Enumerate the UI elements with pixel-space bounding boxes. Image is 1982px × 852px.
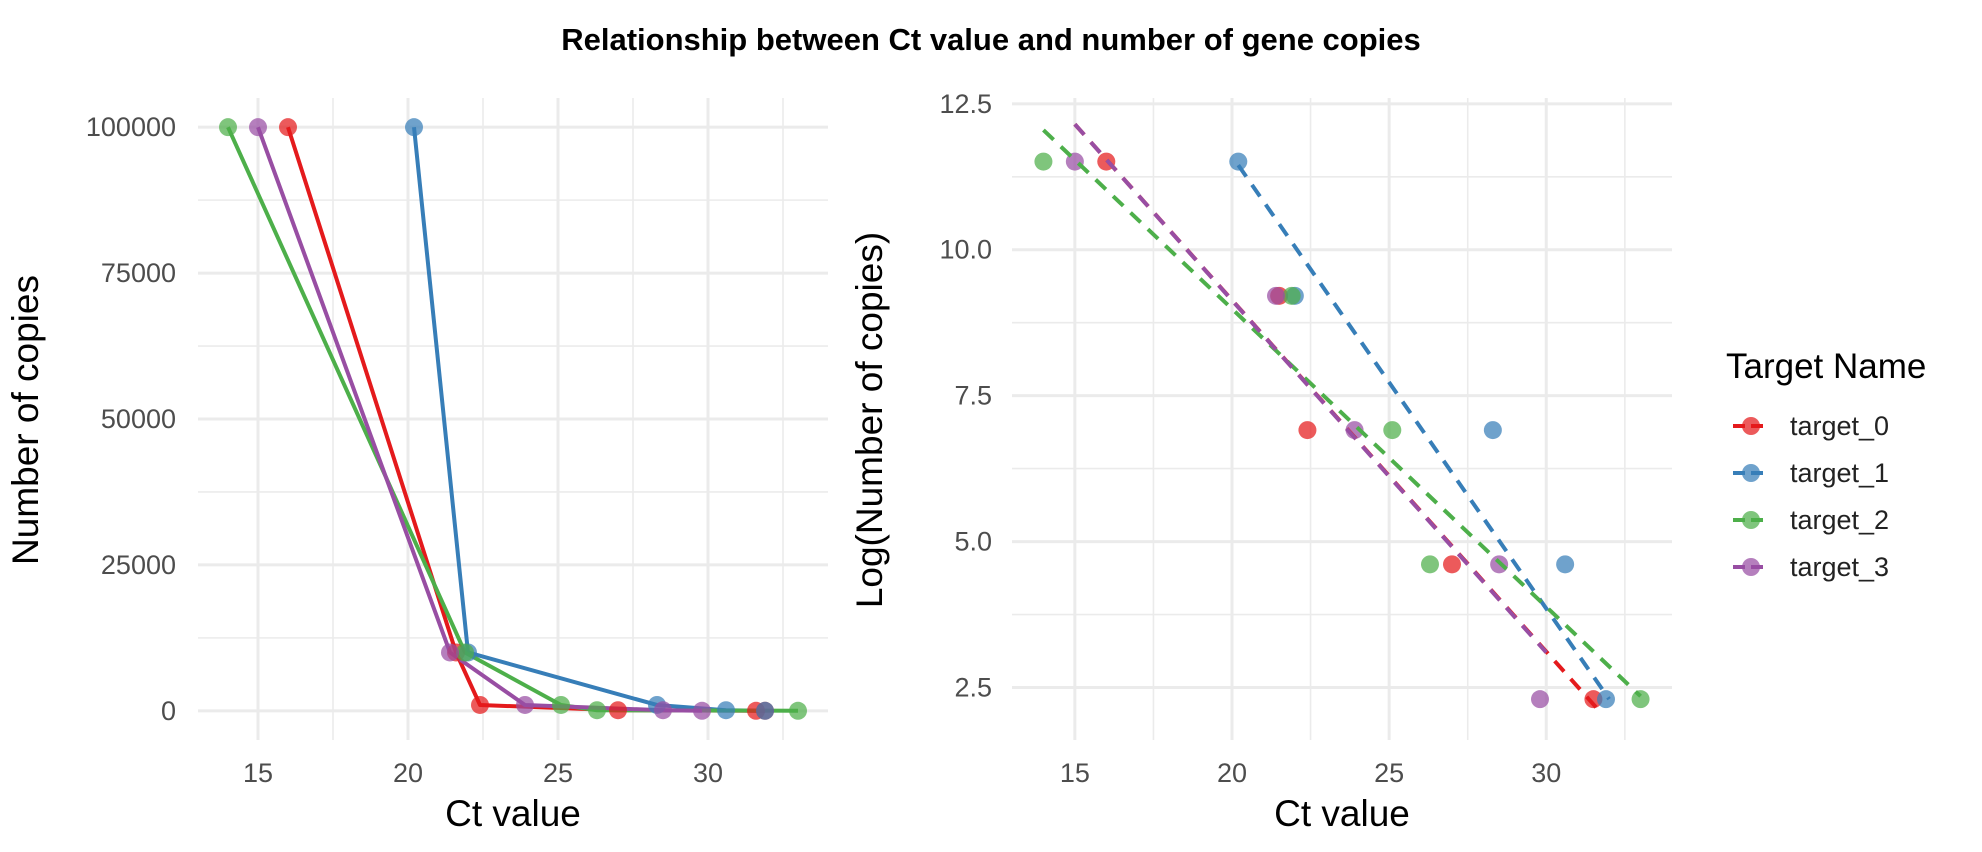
x-tick-label: 30: [693, 758, 723, 788]
right-panel-log-vs-ct: 15 20 25 30 2.5 5.0 7.5 10.0 12.5 Ct value Log(Num…: [849, 89, 1672, 834]
point-target_2: [456, 643, 474, 662]
point-target_0: [1298, 421, 1317, 440]
legend-key-point-target_3: [1742, 558, 1760, 576]
point-target_2: [789, 701, 807, 720]
point-target_2: [1631, 690, 1650, 709]
legend-title: Target Name: [1726, 347, 1926, 386]
y-axis-title: Number of copies: [5, 275, 46, 565]
legend-label-target_3: target_3: [1790, 552, 1889, 582]
point-target_1: [756, 701, 774, 720]
legend-label-target_2: target_2: [1790, 505, 1889, 535]
point-target_2: [219, 118, 237, 137]
y-tick-label: 100000: [86, 112, 176, 142]
legend-key-point-target_0: [1742, 417, 1760, 435]
y-tick-label: 25000: [101, 550, 176, 580]
legend: Target Name target_0 target_1 target_2targe…: [1726, 347, 1926, 582]
y-tick-label: 12.5: [939, 89, 992, 119]
point-target_1: [1597, 690, 1615, 709]
fit-line-target_1: [1236, 163, 1611, 701]
point-target_3: [1531, 690, 1549, 709]
point-target_2: [1383, 421, 1402, 440]
left-panel-count-vs-ct: 15 20 25 30 0 25000 50000 75000 100000 Ct value Nu…: [5, 98, 828, 834]
x-axis-title: Ct value: [1274, 793, 1410, 834]
point-target_2: [1282, 286, 1301, 305]
legend-label-target_1: target_1: [1790, 458, 1889, 488]
point-target_3: [693, 701, 711, 720]
fit-line-target_3: [1073, 122, 1548, 654]
fit-line-target_2: [1042, 128, 1642, 698]
x-tick-label: 15: [1060, 758, 1090, 788]
y-tick-label: 5.0: [954, 527, 992, 557]
y-tick-label: 2.5: [954, 672, 992, 702]
x-axis-title: Ct value: [445, 793, 581, 834]
legend-key-point-target_1: [1742, 464, 1760, 482]
x-tick-label: 30: [1531, 758, 1561, 788]
point-target_0: [609, 701, 627, 720]
x-tick-label: 20: [1217, 758, 1247, 788]
point-target_0: [1443, 555, 1461, 574]
point-target_1: [1556, 555, 1575, 574]
y-axis-title: Log(Number of copies): [849, 232, 890, 608]
point-target_2: [1421, 555, 1439, 574]
y-tick-label: 75000: [101, 258, 176, 288]
point-target_1: [717, 701, 735, 720]
point-target_3: [654, 701, 672, 720]
y-tick-label: 7.5: [954, 381, 992, 411]
x-tick-label: 20: [393, 758, 423, 788]
point-target_3: [516, 695, 534, 714]
point-target_0: [279, 118, 297, 137]
x-tick-label: 25: [1374, 758, 1404, 788]
point-target_1: [1229, 152, 1248, 171]
x-tick-label: 25: [543, 758, 573, 788]
point-target_2: [588, 701, 606, 720]
chart-title: Relationship between Ct value and number…: [561, 22, 1421, 57]
y-tick-label: 0: [161, 696, 176, 726]
y-tick-label: 10.0: [939, 235, 992, 265]
point-target_1: [405, 118, 423, 137]
point-target_1: [1483, 421, 1502, 440]
point-target_3: [249, 118, 267, 137]
point-target_2: [552, 695, 570, 714]
point-target_3: [1267, 286, 1285, 305]
y-tick-label: 50000: [101, 404, 176, 434]
point-target_2: [1034, 152, 1053, 171]
legend-key-point-target_2: [1742, 511, 1760, 529]
point-target_3: [441, 643, 459, 662]
legend-label-target_0: target_0: [1790, 411, 1889, 441]
point-target_0: [471, 695, 489, 714]
x-tick-label: 15: [243, 758, 273, 788]
point-target_0: [1584, 690, 1603, 709]
